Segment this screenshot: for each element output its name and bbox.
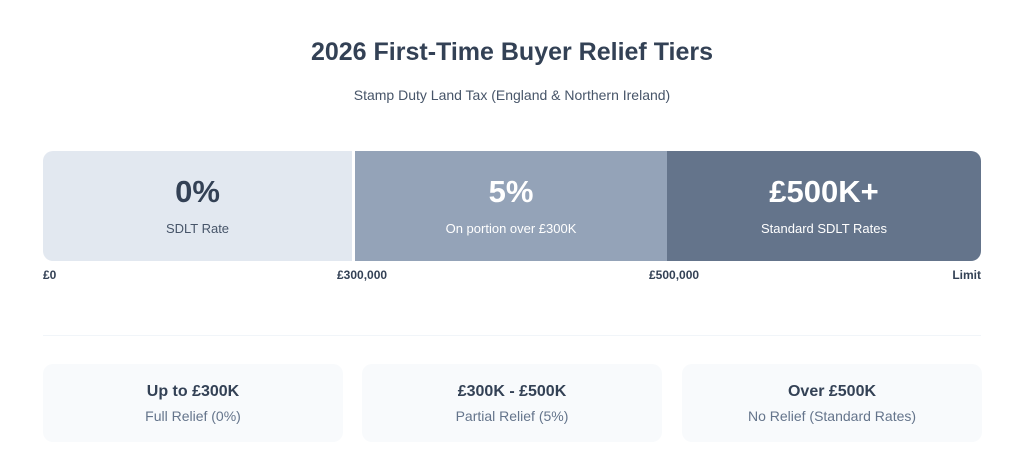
page-title: 2026 First-Time Buyer Relief Tiers xyxy=(310,38,714,66)
tier-card-full-relief: Up to £300K Full Relief (0%) xyxy=(43,364,343,442)
tier-label: SDLT Rate xyxy=(165,221,230,236)
tier-segment-1: 5% On portion over £300K xyxy=(355,151,667,261)
card-heading: Over £500K xyxy=(787,382,877,400)
tier-card-partial-relief: £300K - £500K Partial Relief (5%) xyxy=(362,364,662,442)
card-description: Partial Relief (5%) xyxy=(455,407,569,424)
card-description: Full Relief (0%) xyxy=(145,407,241,424)
tick-label-500000: £500,000 xyxy=(649,268,700,282)
tick-label-limit: Limit xyxy=(952,268,981,282)
page-subtitle: Stamp Duty Land Tax (England & Northern … xyxy=(353,87,671,103)
tier-bar: 0% SDLT Rate 5% On portion over £300K £5… xyxy=(43,151,981,261)
tier-label: Standard SDLT Rates xyxy=(761,221,887,236)
tick-label-300000: £300,000 xyxy=(337,268,388,282)
tier-segment-0: 0% SDLT Rate xyxy=(43,151,355,261)
divider xyxy=(43,335,981,336)
card-heading: Up to £300K xyxy=(146,382,240,400)
tier-rate: 0% xyxy=(175,174,220,209)
tier-label: On portion over £300K xyxy=(445,221,577,236)
tier-segment-2: £500K+ Standard SDLT Rates xyxy=(667,151,981,261)
tier-rate: 5% xyxy=(488,174,534,209)
card-description: No Relief (Standard Rates) xyxy=(747,407,917,424)
tier-rate: £500K+ xyxy=(769,174,879,209)
tick-label-0: £0 xyxy=(43,268,57,282)
tier-card-no-relief: Over £500K No Relief (Standard Rates) xyxy=(682,364,982,442)
card-heading: £300K - £500K xyxy=(457,382,567,400)
